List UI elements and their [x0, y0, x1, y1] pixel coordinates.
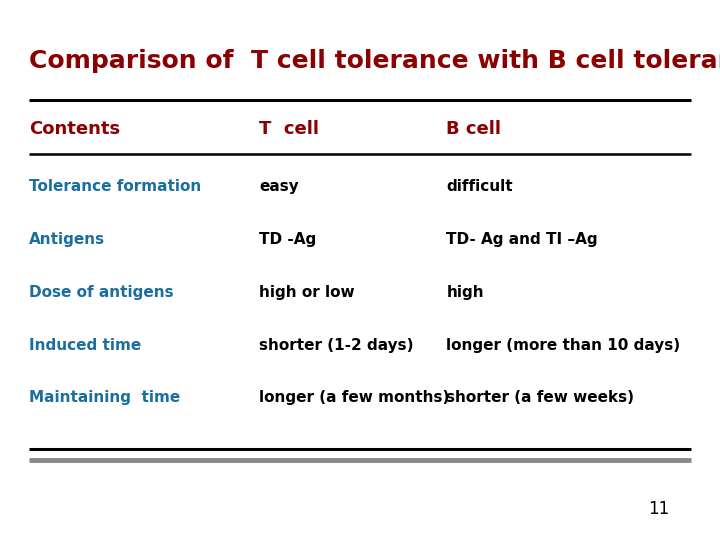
- Text: B cell: B cell: [446, 119, 501, 138]
- Text: Maintaining  time: Maintaining time: [29, 390, 180, 406]
- Text: TD- Ag and TI –Ag: TD- Ag and TI –Ag: [446, 232, 598, 247]
- Text: Antigens: Antigens: [29, 232, 105, 247]
- Text: difficult: difficult: [446, 179, 513, 194]
- Text: shorter (a few weeks): shorter (a few weeks): [446, 390, 634, 406]
- Text: longer (more than 10 days): longer (more than 10 days): [446, 338, 680, 353]
- Text: T  cell: T cell: [259, 119, 319, 138]
- Text: TD -Ag: TD -Ag: [259, 232, 317, 247]
- Text: Contents: Contents: [29, 119, 120, 138]
- Text: high or low: high or low: [259, 285, 355, 300]
- Text: easy: easy: [259, 179, 299, 194]
- Text: Tolerance formation: Tolerance formation: [29, 179, 201, 194]
- Text: Induced time: Induced time: [29, 338, 141, 353]
- Text: shorter (1-2 days): shorter (1-2 days): [259, 338, 414, 353]
- Text: high: high: [446, 285, 484, 300]
- Text: Comparison of  T cell tolerance with B cell tolerance: Comparison of T cell tolerance with B ce…: [29, 49, 720, 72]
- Text: Dose of antigens: Dose of antigens: [29, 285, 174, 300]
- Text: longer (a few months): longer (a few months): [259, 390, 449, 406]
- Text: 11: 11: [648, 501, 670, 518]
